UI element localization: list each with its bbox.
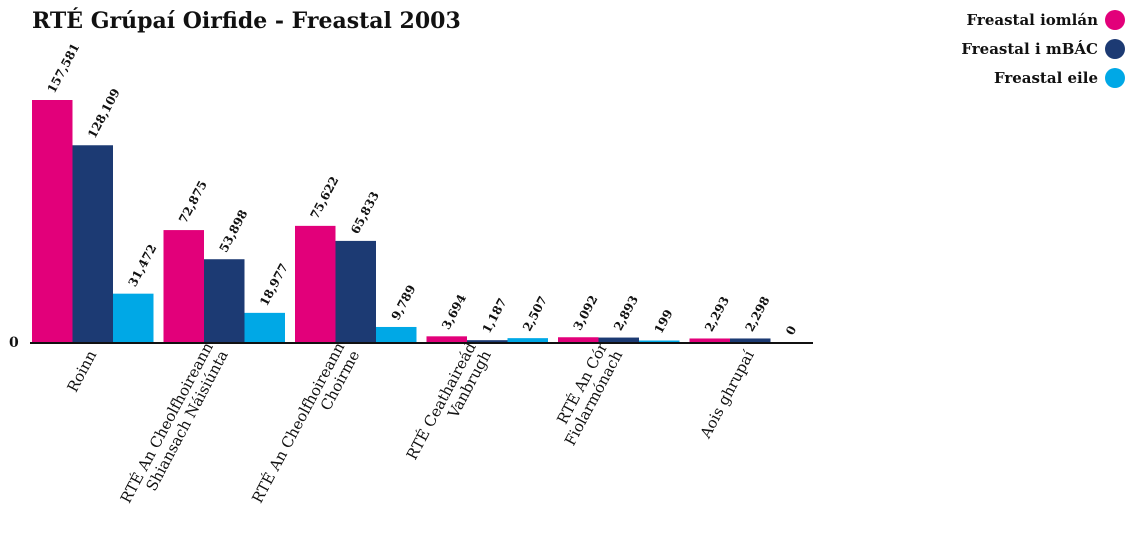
legend-item-0[interactable]: Freastal iomlán bbox=[967, 10, 1125, 30]
value-label-5-0: 2,293 bbox=[702, 294, 732, 334]
value-label-1-1: 53,898 bbox=[217, 208, 251, 255]
bar-5-0 bbox=[689, 338, 730, 342]
bar-0-2 bbox=[113, 293, 154, 342]
value-label-3-1: 1,187 bbox=[480, 296, 510, 336]
value-label-0-2: 31,472 bbox=[126, 242, 160, 289]
bar-5-1 bbox=[730, 338, 771, 342]
bar-3-1 bbox=[467, 340, 508, 342]
bar-4-2 bbox=[639, 340, 680, 342]
category-label-4: RTÉ An CórFiolarmónach bbox=[546, 339, 627, 449]
bar-3-0 bbox=[426, 336, 467, 342]
bar-1-1 bbox=[204, 259, 245, 342]
value-label-5-2: 0 bbox=[783, 323, 799, 337]
category-label-line: Roinn bbox=[64, 347, 101, 395]
value-label-3-0: 3,694 bbox=[439, 292, 469, 332]
category-label-5: Aois ghrupaí bbox=[696, 347, 758, 442]
legend-item-2[interactable]: Freastal eile bbox=[994, 68, 1125, 88]
category-label-1: RTÉ An CheolfhoireannShiansach Náisiúnta bbox=[117, 339, 232, 514]
baseline-zero-label: 0 bbox=[9, 335, 19, 351]
legend-label-0: Freastal iomlán bbox=[967, 11, 1099, 29]
value-label-4-2: 199 bbox=[652, 307, 676, 336]
value-label-2-0: 75,622 bbox=[308, 174, 342, 221]
value-label-0-0: 157,581 bbox=[45, 41, 83, 96]
bar-2-0 bbox=[295, 225, 336, 342]
bar-3-2 bbox=[507, 338, 548, 342]
value-label-2-2: 9,789 bbox=[389, 283, 419, 323]
category-label-0: Roinn bbox=[64, 347, 101, 395]
chart-title: RTÉ Grúpaí Oirfide - Freastal 2003 bbox=[32, 7, 461, 34]
bar-4-1 bbox=[598, 337, 639, 342]
legend-swatch-2 bbox=[1105, 68, 1125, 88]
legend-swatch-1 bbox=[1105, 39, 1125, 59]
legend-label-2: Freastal eile bbox=[994, 69, 1098, 87]
value-label-1-0: 72,875 bbox=[176, 178, 210, 225]
bar-2-2 bbox=[376, 326, 417, 342]
category-label-line: RTÉ An Cheolfhoireann bbox=[117, 339, 217, 506]
category-label-line: Aois ghrupaí bbox=[696, 347, 758, 442]
category-label-2: RTÉ An CheolfhoireannChoirme bbox=[248, 339, 363, 514]
bar-0-0 bbox=[32, 100, 73, 342]
bar-1-0 bbox=[163, 230, 204, 342]
legend-item-1[interactable]: Freastal i mBÁC bbox=[961, 39, 1125, 59]
value-label-0-1: 128,109 bbox=[85, 86, 123, 141]
legend-label-1: Freastal i mBÁC bbox=[961, 40, 1098, 58]
value-label-1-2: 18,977 bbox=[257, 261, 291, 308]
value-label-3-2: 2,507 bbox=[520, 294, 550, 334]
category-labels-group: Roinn RTÉ An CheolfhoireannShiansach Náis… bbox=[64, 339, 758, 514]
category-label-3: RTÉ CeathaireádVanbrugh bbox=[403, 339, 495, 471]
value-label-5-1: 2,298 bbox=[743, 294, 773, 334]
value-label-2-1: 65,833 bbox=[348, 189, 382, 236]
bar-2-1 bbox=[335, 240, 376, 342]
bar-0-1 bbox=[72, 145, 113, 342]
legend[interactable]: Freastal iomlán Freastal i mBÁC Freastal e… bbox=[961, 10, 1125, 88]
bars-group bbox=[32, 100, 771, 342]
bar-4-0 bbox=[558, 337, 599, 342]
value-label-4-1: 2,893 bbox=[611, 293, 641, 333]
legend-swatch-0 bbox=[1105, 10, 1125, 30]
bar-1-2 bbox=[244, 312, 285, 342]
category-label-line: RTÉ An Cheolfhoireann bbox=[248, 339, 348, 506]
value-label-4-0: 3,092 bbox=[571, 293, 601, 333]
